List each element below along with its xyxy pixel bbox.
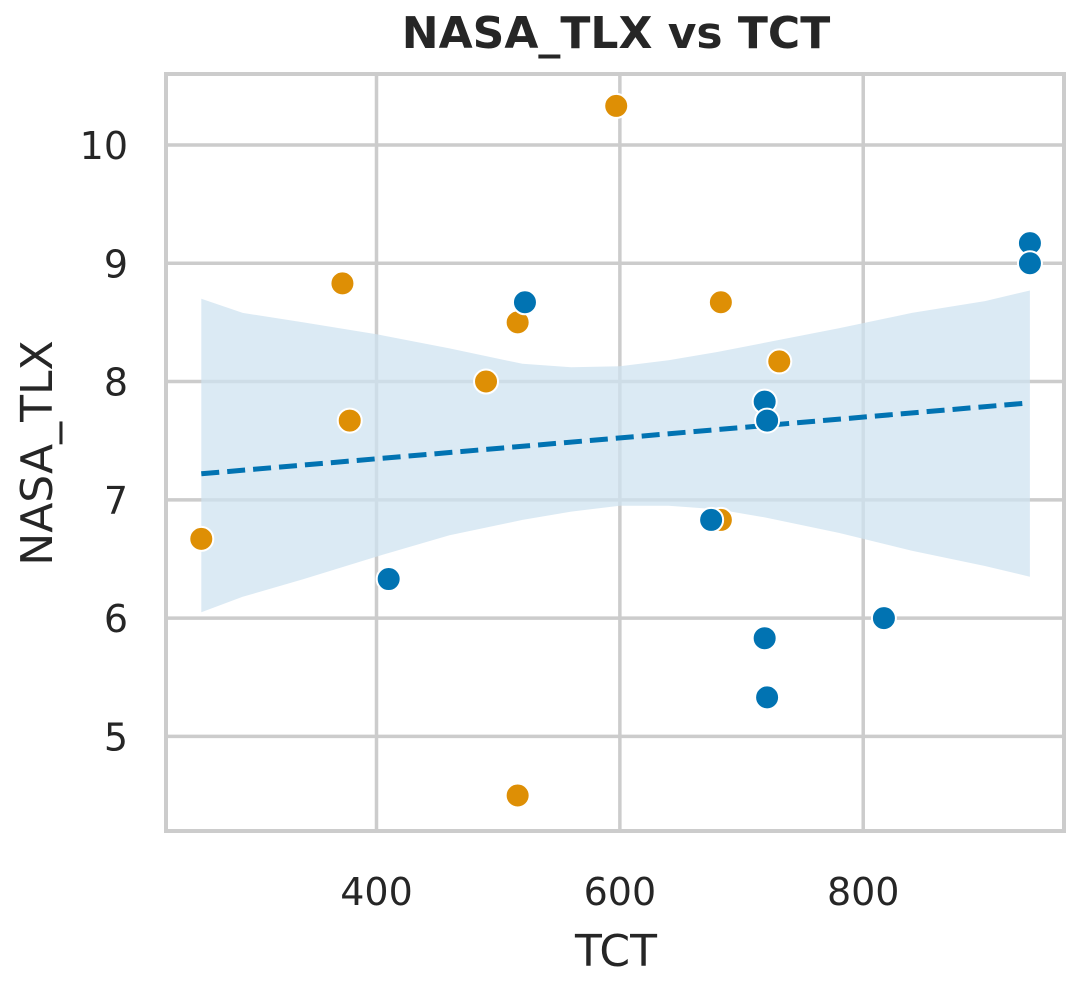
plot-frame bbox=[164, 72, 1066, 833]
scatter-point bbox=[511, 289, 538, 316]
y-tick-label: 9 bbox=[104, 242, 128, 286]
x-axis-ticks: 400 600 800 bbox=[340, 870, 899, 914]
scatter-point bbox=[707, 289, 734, 316]
scatter-point bbox=[754, 407, 781, 434]
scatter-point bbox=[336, 407, 363, 434]
x-tick-label: 800 bbox=[827, 870, 900, 914]
scatter-point bbox=[188, 525, 215, 552]
y-tick-label: 5 bbox=[104, 715, 128, 759]
y-tick-label: 8 bbox=[104, 361, 128, 405]
scatter-point bbox=[751, 625, 778, 652]
scatter-point bbox=[504, 782, 531, 809]
scatter-point bbox=[375, 566, 402, 593]
y-tick-label: 7 bbox=[104, 479, 128, 523]
x-tick-label: 400 bbox=[340, 870, 413, 914]
x-tick-label: 600 bbox=[584, 870, 657, 914]
y-axis-ticks: 5 6 7 8 9 10 bbox=[80, 124, 128, 759]
data-points bbox=[188, 92, 1043, 809]
regression-line bbox=[201, 400, 1031, 477]
chart-title: NASA_TLX vs TCT bbox=[402, 8, 830, 59]
x-axis-label: TCT bbox=[574, 926, 657, 977]
confidence-band bbox=[201, 290, 1030, 613]
scatter-point bbox=[603, 92, 630, 119]
y-axis-label: NASA_TLX bbox=[12, 340, 63, 565]
scatter-point bbox=[473, 368, 500, 395]
scatter-point bbox=[1016, 250, 1043, 277]
y-tick-label: 6 bbox=[104, 597, 128, 641]
scatter-point bbox=[766, 348, 793, 375]
y-tick-label: 10 bbox=[80, 124, 128, 168]
scatter-point bbox=[698, 506, 725, 533]
scatter-point bbox=[754, 684, 781, 711]
scatter-point bbox=[870, 605, 897, 632]
scatter-point bbox=[329, 270, 356, 297]
